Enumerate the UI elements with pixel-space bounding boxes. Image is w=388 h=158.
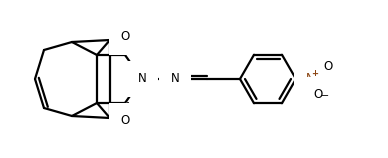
Text: O: O bbox=[120, 115, 130, 128]
Text: O: O bbox=[323, 60, 333, 73]
Text: +: + bbox=[312, 69, 319, 78]
Text: −: − bbox=[321, 91, 329, 101]
Text: N: N bbox=[138, 73, 146, 85]
Text: O: O bbox=[120, 30, 130, 43]
Text: N: N bbox=[171, 73, 179, 85]
Text: O: O bbox=[314, 88, 323, 101]
Text: N: N bbox=[306, 73, 314, 85]
